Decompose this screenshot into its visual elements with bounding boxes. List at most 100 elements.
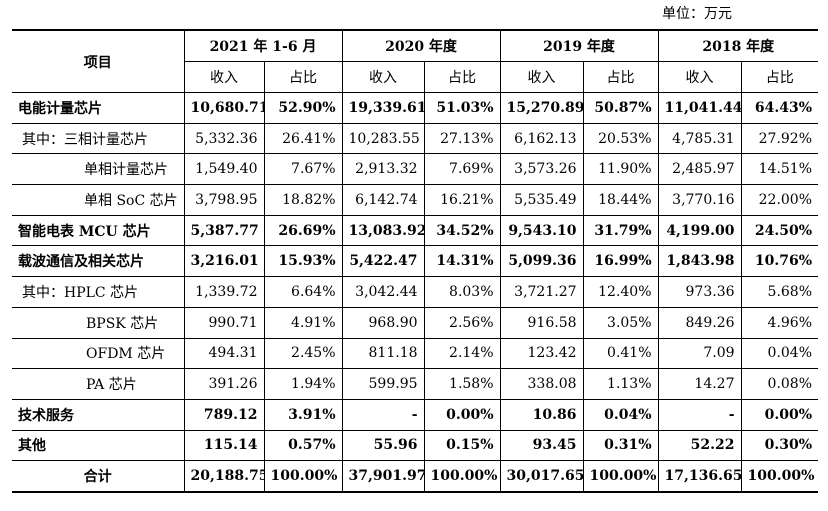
table-row: 其中：三相计量芯片 5,332.36 26.41% 10,283.55 27.13% 6,… xyxy=(12,122,819,155)
revenue-cell: 4,199.00 xyxy=(657,214,742,247)
revenue-cell: 2,913.32 xyxy=(341,153,425,186)
share-cell: 8.03% xyxy=(423,276,501,308)
table-row: 其中：HPLC 芯片 1,339.72 6.64% 3,042.44 8.03% 3,72… xyxy=(12,276,819,308)
share-cell: 3.91% xyxy=(263,398,343,431)
header-item: 项目 xyxy=(12,29,185,93)
share-cell: 6.64% xyxy=(263,276,343,308)
revenue-cell: 7.09 xyxy=(657,337,742,370)
share-cell: 0.41% xyxy=(582,337,659,370)
share-cell: 15.93% xyxy=(263,245,343,278)
row-label: BPSK 芯片 xyxy=(12,306,185,339)
row-label: 智能电表 MCU 芯片 xyxy=(12,214,185,247)
row-label: 单相 SoC 芯片 xyxy=(12,184,185,216)
share-cell: 16.99% xyxy=(582,245,659,278)
header-revenue: 收入 xyxy=(184,61,265,93)
header-share: 占比 xyxy=(582,61,659,93)
row-label: PA 芯片 xyxy=(12,368,185,400)
share-cell: 2.14% xyxy=(423,337,501,370)
share-cell: 0.04% xyxy=(582,398,659,431)
revenue-cell: 5,535.49 xyxy=(499,184,584,216)
header-revenue: 收入 xyxy=(499,61,584,93)
share-cell: 34.52% xyxy=(423,214,501,247)
revenue-cell: 10,283.55 xyxy=(341,122,425,155)
revenue-cell: 115.14 xyxy=(183,429,265,462)
revenue-cell: 15,270.89 xyxy=(499,92,584,124)
header-revenue: 收入 xyxy=(341,61,425,93)
revenue-cell: 11,041.44 xyxy=(657,92,742,124)
share-cell: 100.00% xyxy=(423,460,501,493)
share-cell: 100.00% xyxy=(582,460,659,493)
share-cell: 0.31% xyxy=(582,429,659,462)
row-label: 其中：三相计量芯片 xyxy=(12,122,185,155)
revenue-cell: 14.27 xyxy=(657,368,742,400)
revenue-cell: 494.31 xyxy=(183,337,265,370)
revenue-cell: 52.22 xyxy=(657,429,742,462)
share-cell: 4.91% xyxy=(263,306,343,339)
header-share: 占比 xyxy=(740,61,819,93)
revenue-cell: - xyxy=(657,398,742,431)
share-cell: 14.31% xyxy=(423,245,501,278)
row-label: 其中：HPLC 芯片 xyxy=(12,276,185,308)
share-cell: 64.43% xyxy=(740,92,819,124)
revenue-cell: 19,339.61 xyxy=(341,92,425,124)
share-cell: 31.79% xyxy=(582,214,659,247)
table-row: 电能计量芯片 10,680.71 52.90% 19,339.61 51.03% 15,2… xyxy=(12,92,819,124)
revenue-cell: 3,798.95 xyxy=(183,184,265,216)
table-row: 智能电表 MCU 芯片 5,387.77 26.69% 13,083.92 34.52%… xyxy=(12,214,819,247)
share-cell: 0.08% xyxy=(740,368,819,400)
row-label: 单相计量芯片 xyxy=(12,153,185,186)
header-share: 占比 xyxy=(263,61,343,93)
revenue-cell: 123.42 xyxy=(499,337,584,370)
share-cell: 2.45% xyxy=(263,337,343,370)
row-label: 合计 xyxy=(12,460,185,493)
share-cell: 50.87% xyxy=(582,92,659,124)
share-cell: 3.05% xyxy=(582,306,659,339)
table-row: 单相计量芯片 1,549.40 7.67% 2,913.32 7.69% 3,573.26… xyxy=(12,153,819,186)
share-cell: 11.90% xyxy=(582,153,659,186)
revenue-cell: 17,136.65 xyxy=(657,460,742,493)
revenue-cell: 3,573.26 xyxy=(499,153,584,186)
table-row: PA 芯片 391.26 1.94% 599.95 1.58% 338.08 1.13% 14… xyxy=(12,368,819,400)
share-cell: 1.13% xyxy=(582,368,659,400)
share-cell: 0.04% xyxy=(740,337,819,370)
row-label: 其他 xyxy=(12,429,185,462)
revenue-cell: 1,843.98 xyxy=(657,245,742,278)
share-cell: 0.00% xyxy=(423,398,501,431)
share-cell: 1.94% xyxy=(263,368,343,400)
share-cell: 0.30% xyxy=(740,429,819,462)
revenue-cell: 37,901.97 xyxy=(341,460,425,493)
revenue-cell: 789.12 xyxy=(183,398,265,431)
share-cell: 0.15% xyxy=(423,429,501,462)
revenue-cell: 990.71 xyxy=(183,306,265,339)
revenue-cell: 10,680.71 xyxy=(183,92,265,124)
share-cell: 7.67% xyxy=(263,153,343,186)
revenue-cell: 13,083.92 xyxy=(341,214,425,247)
revenue-cell: 811.18 xyxy=(341,337,425,370)
revenue-cell: 10.86 xyxy=(499,398,584,431)
revenue-cell: 5,332.36 xyxy=(183,122,265,155)
share-cell: 100.00% xyxy=(263,460,343,493)
share-cell: 7.69% xyxy=(423,153,501,186)
revenue-cell: 3,721.27 xyxy=(499,276,584,308)
revenue-cell: 4,785.31 xyxy=(657,122,742,155)
table-row: 技术服务 789.12 3.91% -0.00% 10.86 0.04% -0.00% xyxy=(12,398,819,431)
header-period: 2021 年 1-6 月 xyxy=(183,29,343,62)
revenue-cell: 1,549.40 xyxy=(183,153,265,186)
unit-label: 单位：万元 xyxy=(662,6,732,22)
table-row: 载波通信及相关芯片 3,216.01 15.93% 5,422.47 14.31% 5,0… xyxy=(12,245,819,278)
revenue-cell: 6,162.13 xyxy=(499,122,584,155)
table-body: 电能计量芯片 10,680.71 52.90% 19,339.61 51.03% 15,2… xyxy=(12,92,819,493)
revenue-cell: 93.45 xyxy=(499,429,584,462)
header-share: 占比 xyxy=(423,61,501,93)
share-cell: 10.76% xyxy=(740,245,819,278)
revenue-cell: 2,485.97 xyxy=(657,153,742,186)
revenue-cell: 5,099.36 xyxy=(499,245,584,278)
share-cell: 14.51% xyxy=(740,153,819,186)
share-cell: 26.69% xyxy=(263,214,343,247)
header-period: 2018 年度 xyxy=(657,29,819,62)
share-cell: 51.03% xyxy=(423,92,501,124)
share-cell: 4.96% xyxy=(740,306,819,339)
share-cell: 20.53% xyxy=(582,122,659,155)
header-period: 2020 年度 xyxy=(341,29,501,62)
revenue-cell: 6,142.74 xyxy=(341,184,425,216)
